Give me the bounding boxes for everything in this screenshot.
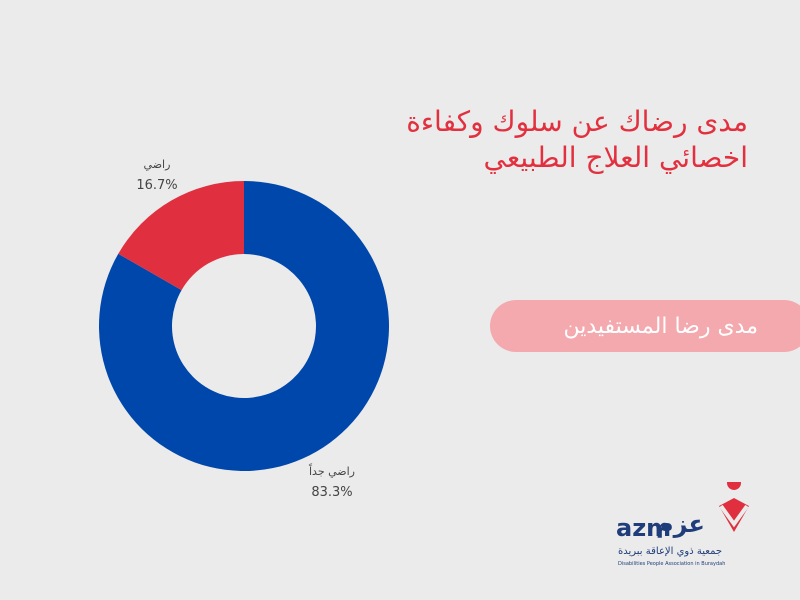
slice-value-label: 16.7%: [136, 178, 177, 193]
pie-slice: [118, 181, 244, 291]
logo-english-name: azm: [616, 514, 672, 542]
slice-value-label: 83.3%: [311, 485, 352, 500]
logo-english-tagline: Disabilities People Association in Buray…: [618, 561, 726, 567]
slice-category-label: راضي: [144, 158, 171, 171]
azm-logo-icon: [719, 482, 749, 532]
pie-slice: [98, 181, 389, 472]
badge-label: مدى رضا المستفيدين: [563, 313, 758, 339]
beneficiary-satisfaction-badge: مدى رضا المستفيدين: [490, 300, 800, 352]
slice-category-label: راضي جداً: [309, 463, 355, 478]
logo-arabic-tagline: جمعية ذوي الإعاقة ببريدة: [618, 546, 723, 557]
logo-arabic-name: عزم: [656, 510, 705, 538]
chart-title: مدى رضاك عن سلوك وكفاءة اخصائي العلاج ال…: [406, 105, 748, 174]
